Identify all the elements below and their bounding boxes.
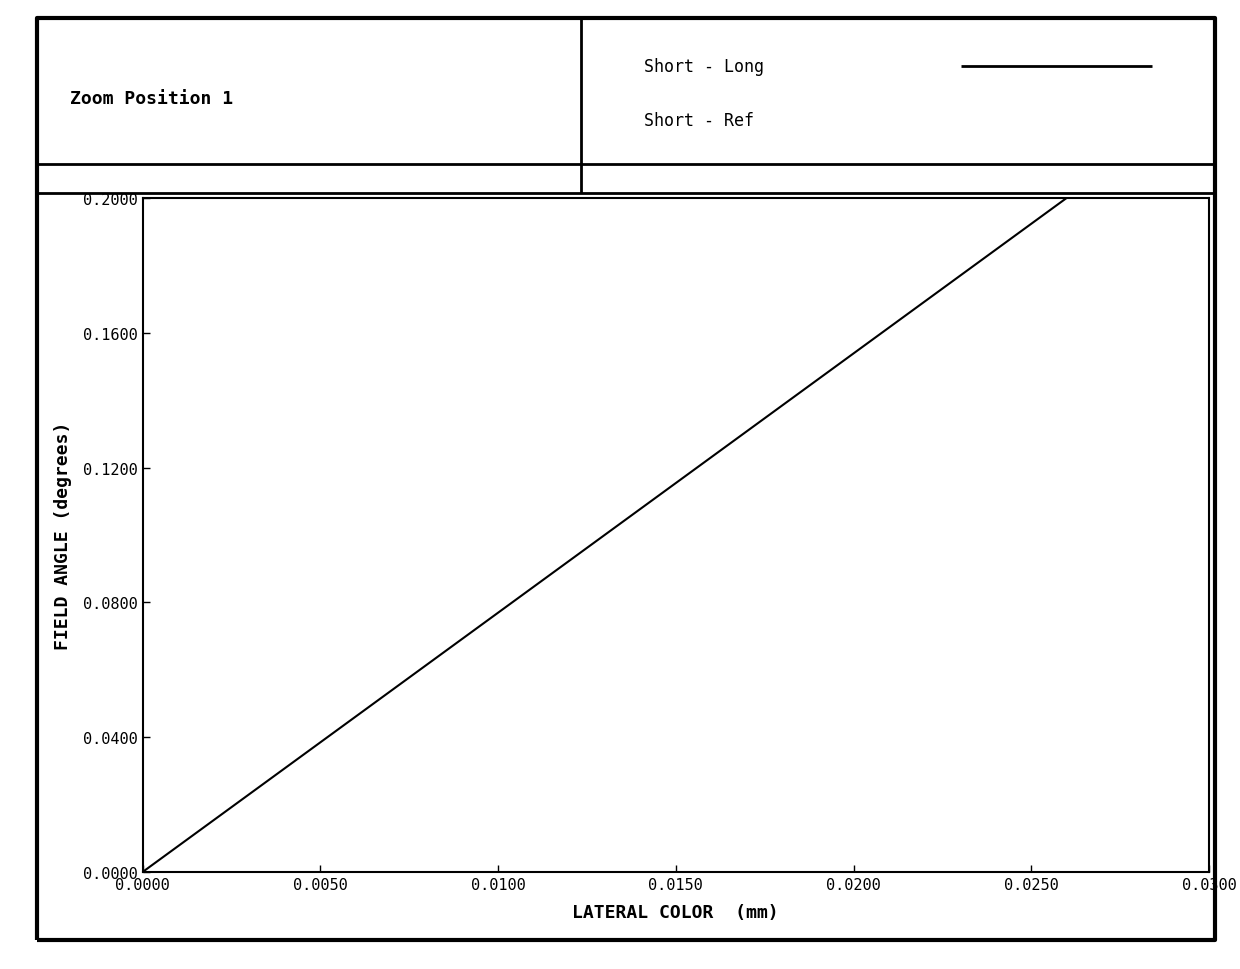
Text: Short - Long: Short - Long (645, 58, 764, 77)
X-axis label: LATERAL COLOR  (mm): LATERAL COLOR (mm) (573, 903, 779, 921)
Y-axis label: FIELD ANGLE (degrees): FIELD ANGLE (degrees) (53, 422, 72, 649)
Text: Short - Ref: Short - Ref (645, 112, 754, 130)
Text: Zoom Position 1: Zoom Position 1 (69, 90, 233, 109)
